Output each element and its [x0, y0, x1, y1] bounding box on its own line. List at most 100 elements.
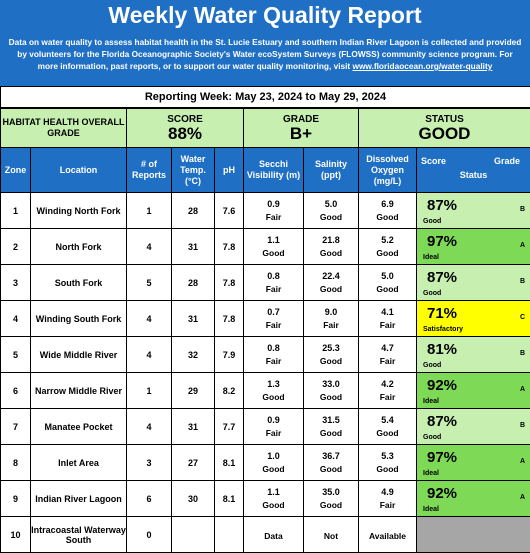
score-cell: 97% A Ideal: [417, 445, 530, 481]
secchi-cell-value: 1.1: [244, 235, 303, 245]
oxygen-cell-status: Good: [359, 212, 416, 222]
score-percent: 87%: [427, 269, 457, 286]
score-percent: 92%: [427, 377, 457, 394]
score-grade: B: [520, 206, 525, 213]
ph-cell: 7.8: [215, 229, 244, 265]
reports-cell: 6: [127, 481, 172, 517]
ph-cell: 7.9: [215, 337, 244, 373]
secchi-cell-status: Good: [244, 464, 303, 474]
location-cell: South Fork: [31, 265, 127, 301]
score-cell: 71% C Satisfactory: [417, 301, 530, 337]
oxygen-cell-value: 4.7: [359, 343, 416, 353]
oxygen-cell-value: 4.9: [359, 487, 416, 497]
secchi-cell: Data: [244, 517, 304, 553]
salinity-cell-value: 5.0: [304, 199, 358, 209]
score-cell: 92% A Ideal: [417, 481, 530, 517]
score-status: Good: [423, 362, 483, 369]
zone-cell: 10: [1, 517, 31, 553]
reports-cell: 4: [127, 409, 172, 445]
reports-cell: 5: [127, 265, 172, 301]
secchi-cell-status: Data: [244, 531, 303, 541]
score-percent: 92%: [427, 485, 457, 502]
secchi-cell-value: 0.9: [244, 415, 303, 425]
score-grade: A: [520, 386, 525, 393]
score-cell: 87% B Good: [417, 265, 530, 301]
website-link[interactable]: www.floridaocean.org/water-quality: [353, 61, 493, 71]
ph-cell: 8.2: [215, 373, 244, 409]
col-zone: Zone: [1, 148, 31, 193]
overall-score: SCORE 88%: [127, 108, 244, 148]
reports-cell: 4: [127, 229, 172, 265]
col-oxygen: Dissolved Oxygen (mg/L): [359, 148, 417, 193]
reports-cell: 1: [127, 193, 172, 229]
temp-cell: 30: [172, 481, 215, 517]
score-status: Good: [423, 290, 483, 297]
ph-cell: 7.8: [215, 265, 244, 301]
reports-cell: 0: [127, 517, 172, 553]
habitat-grade-label: HABITAT HEALTH OVERALL GRADE: [1, 108, 127, 148]
score-cell: 87% B Good: [417, 193, 530, 229]
secchi-cell-status: Fair: [244, 212, 303, 222]
col-secchi: Secchi Visibility (m): [244, 148, 304, 193]
salinity-cell-status: Good: [304, 428, 358, 438]
water-quality-table: Reporting Week: May 23, 2024 to May 29, …: [0, 86, 530, 553]
salinity-cell-status: Good: [304, 356, 358, 366]
oxygen-cell-value: 5.0: [359, 271, 416, 281]
location-cell: Indian River Lagoon: [31, 481, 127, 517]
score-grade: C: [520, 314, 525, 321]
overall-grade: GRADE B+: [244, 108, 359, 148]
temp-cell: 28: [172, 193, 215, 229]
ph-cell: 7.6: [215, 193, 244, 229]
salinity-cell-status: Good: [304, 500, 358, 510]
score-cell: 92% A Ideal: [417, 373, 530, 409]
location-cell: Manatee Pocket: [31, 409, 127, 445]
secchi-cell-value: 1.3: [244, 379, 303, 389]
oxygen-cell-status: Fair: [359, 500, 416, 510]
salinity-cell-value: 33.0: [304, 379, 358, 389]
reports-cell: 1: [127, 373, 172, 409]
score-cell: 87% B Good: [417, 409, 530, 445]
score-percent: 97%: [427, 449, 457, 466]
ph-cell: 8.1: [215, 445, 244, 481]
score-cell: 81% B Good: [417, 337, 530, 373]
secchi-cell-status: Fair: [244, 356, 303, 366]
salinity-cell-value: 36.7: [304, 451, 358, 461]
secchi-cell-value: 0.7: [244, 307, 303, 317]
oxygen-cell: 4.9 Fair: [359, 481, 417, 517]
zone-cell: 3: [1, 265, 31, 301]
secchi-cell-status: Fair: [244, 428, 303, 438]
ph-cell: [215, 517, 244, 553]
oxygen-cell: Available: [359, 517, 417, 553]
secchi-cell-value: 0.8: [244, 271, 303, 281]
zone-cell: 1: [1, 193, 31, 229]
oxygen-cell-value: 4.1: [359, 307, 416, 317]
score-grade: A: [520, 494, 525, 501]
secchi-cell-status: Good: [244, 500, 303, 510]
secchi-cell-status: Fair: [244, 284, 303, 294]
score-grade: B: [520, 350, 525, 357]
col-score: Score: [421, 156, 446, 167]
ph-cell: 8.1: [215, 481, 244, 517]
report-description: Data on water quality to assess habitat …: [6, 36, 524, 72]
location-cell: North Fork: [31, 229, 127, 265]
